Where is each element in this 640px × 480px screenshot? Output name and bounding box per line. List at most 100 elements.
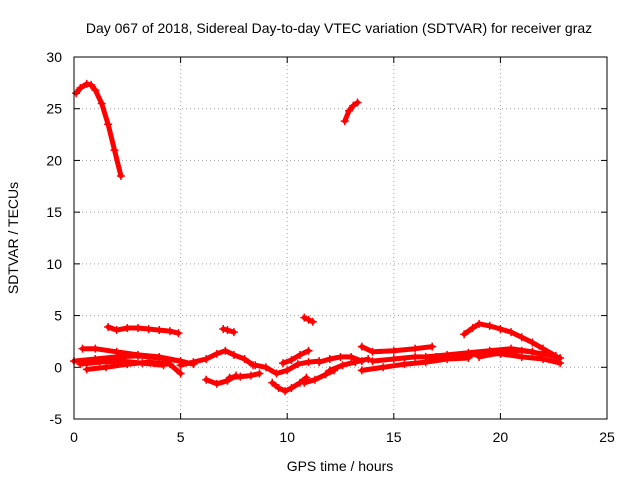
plot-frame — [73, 56, 608, 420]
series-line — [73, 81, 124, 179]
data-point — [82, 79, 91, 88]
data-point — [485, 321, 494, 330]
data-point — [310, 375, 319, 384]
data-point — [219, 325, 228, 334]
series-line — [280, 348, 311, 366]
data-point — [261, 363, 270, 372]
data-point — [304, 346, 313, 355]
data-point — [272, 369, 281, 378]
y-tick-label: 5 — [54, 308, 62, 324]
data-point — [368, 347, 377, 356]
data-point — [78, 344, 87, 353]
x-tick-label: 15 — [386, 429, 402, 445]
data-point — [368, 357, 377, 366]
series-line — [461, 321, 559, 359]
data-point — [428, 342, 437, 351]
y-tick-label: -5 — [50, 411, 63, 427]
data-point — [176, 369, 185, 378]
series-arc-14 — [278, 346, 313, 368]
data-point — [133, 351, 142, 360]
data-point — [411, 352, 420, 361]
data-point — [389, 355, 398, 364]
data-point — [95, 358, 104, 367]
data-point — [159, 361, 168, 370]
series-arc-17 — [325, 355, 373, 375]
data-point — [389, 346, 398, 355]
data-point — [116, 171, 125, 180]
data-point — [475, 319, 484, 328]
data-point — [300, 313, 309, 322]
series-arc-8 — [76, 357, 168, 370]
data-point — [281, 387, 290, 396]
data-point — [300, 378, 309, 387]
series-arc-9 — [176, 346, 258, 370]
data-point — [223, 326, 232, 335]
data-point — [202, 355, 211, 364]
series-line — [342, 100, 361, 124]
data-point — [345, 106, 354, 115]
series-line — [327, 356, 371, 373]
data-point — [174, 329, 183, 338]
data-point — [295, 350, 304, 359]
data-point — [468, 323, 477, 332]
series-line — [227, 371, 262, 381]
data-point — [87, 80, 96, 89]
data-point — [144, 325, 153, 334]
series-arc-1 — [104, 322, 183, 338]
data-point — [304, 358, 313, 367]
data-point — [123, 323, 132, 332]
series-arc-high-2 — [340, 98, 362, 126]
data-point — [321, 370, 330, 379]
data-point — [349, 101, 358, 110]
tick-labels: 0 5 10 15 20 25 -5 0 5 10 15 20 25 30 — [46, 49, 615, 445]
data-point — [229, 350, 238, 359]
series-arc-4 — [460, 319, 560, 360]
x-tick-label: 20 — [493, 429, 509, 445]
data-point — [357, 342, 366, 351]
data-point — [246, 371, 255, 380]
data-point — [400, 360, 409, 369]
series-arc-3 — [300, 313, 317, 326]
data-point — [517, 346, 526, 355]
data-point — [475, 352, 484, 361]
data-point — [110, 146, 119, 155]
x-tick-label: 0 — [70, 429, 78, 445]
data-point — [353, 98, 362, 107]
data-point — [212, 379, 221, 388]
data-point — [104, 120, 113, 129]
y-tick-label: 0 — [54, 359, 62, 375]
data-point — [556, 353, 565, 362]
data-point — [308, 317, 317, 326]
data-point — [251, 361, 260, 370]
data-point — [287, 356, 296, 365]
data-point — [97, 99, 106, 108]
data-point — [357, 366, 366, 375]
data-point — [82, 365, 91, 374]
x-tick-label: 5 — [177, 429, 185, 445]
data-point — [539, 349, 548, 358]
data-point — [421, 352, 430, 361]
data-point — [338, 361, 347, 370]
data-point — [76, 360, 85, 369]
data-point — [138, 359, 147, 368]
series-arc-high-1 — [72, 79, 125, 180]
data-point — [283, 366, 292, 375]
data-point — [432, 352, 441, 361]
data-point — [268, 378, 277, 387]
data-point — [287, 383, 296, 392]
data-point — [315, 358, 324, 367]
series-line — [269, 375, 309, 394]
data-point — [304, 315, 313, 324]
series-arc-18 — [357, 342, 437, 356]
y-tick-label: 30 — [46, 49, 62, 65]
data-point — [364, 355, 373, 364]
data-point — [347, 352, 356, 361]
data-point — [411, 344, 420, 353]
data-point — [379, 363, 388, 372]
data-point — [116, 357, 125, 366]
y-tick-label: 15 — [46, 204, 62, 220]
x-tick-label: 10 — [279, 429, 295, 445]
data-point — [278, 359, 287, 368]
series-arc-13 — [268, 373, 311, 396]
